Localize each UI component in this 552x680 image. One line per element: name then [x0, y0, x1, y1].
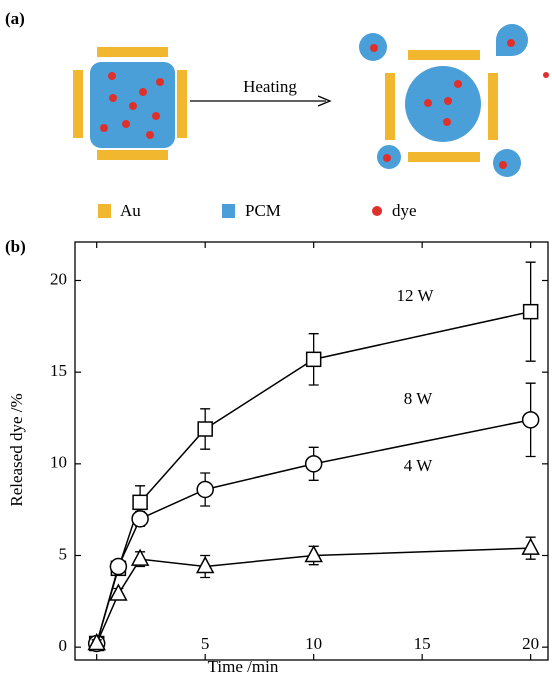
panel-label: (b)	[5, 237, 26, 256]
marker	[130, 548, 150, 566]
legend-label: Au	[120, 201, 141, 220]
marker	[522, 303, 539, 320]
marker	[305, 351, 322, 368]
marker	[132, 494, 148, 511]
x-tick-label: 20	[522, 634, 539, 653]
series-label: 12 W	[397, 286, 435, 305]
series-label: 4 W	[404, 456, 433, 475]
y-tick-label: 20	[50, 269, 67, 288]
marker	[304, 544, 323, 563]
marker	[197, 421, 213, 437]
y-tick-label: 10	[50, 453, 67, 472]
marker	[87, 632, 106, 651]
y-tick-label: 5	[59, 544, 68, 563]
x-tick-label: 5	[201, 634, 210, 653]
legend-swatch	[98, 204, 111, 218]
y-axis-label: Released dye /%	[7, 393, 26, 506]
marker	[304, 455, 323, 473]
marker	[131, 510, 149, 528]
y-tick-label: 15	[50, 361, 67, 380]
marker	[109, 583, 128, 601]
x-tick-label: 10	[305, 634, 322, 653]
marker	[196, 480, 214, 499]
arrow-label: Heating	[243, 77, 297, 96]
series-line	[96, 547, 531, 644]
legend-label: dye	[392, 201, 417, 220]
series-line	[95, 419, 531, 644]
marker	[521, 537, 540, 555]
before-heating	[73, 47, 187, 160]
series-label: 8 W	[404, 389, 433, 408]
marker	[195, 555, 215, 574]
panel-label: (a)	[5, 9, 25, 28]
legend-swatch	[372, 206, 382, 216]
x-axis-label: Time /min	[208, 657, 279, 676]
arrow-head	[317, 95, 332, 107]
legend-swatch	[222, 204, 235, 218]
marker	[109, 557, 128, 576]
after-heating	[359, 24, 549, 177]
legend-label: PCM	[245, 201, 281, 220]
marker	[521, 411, 540, 429]
x-tick-label: 15	[414, 634, 431, 653]
plot-frame	[74, 241, 549, 661]
y-tick-label: 0	[59, 636, 68, 655]
